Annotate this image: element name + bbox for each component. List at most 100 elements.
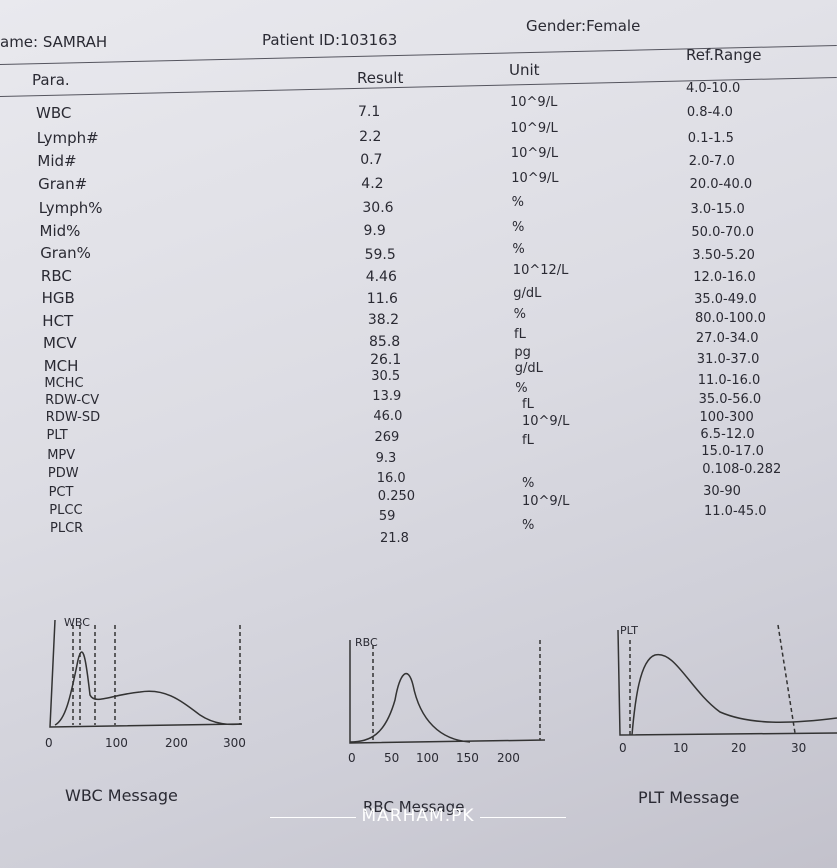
histogram-message: WBC Message [65,786,178,805]
ref-range: 4.0-10.0 [686,81,741,96]
threshold [629,624,796,735]
parameter: PDW [47,466,79,481]
patient-id: Patient ID:103163 [262,31,398,49]
ref-range: 3.50-5.20 [692,248,755,263]
wbc-histogram [49,619,243,728]
parameter: Gran# [38,175,88,193]
unit: % [515,381,528,396]
ref-range: 0.108-0.282 [702,462,782,477]
parameter: Lymph% [38,199,103,217]
ref-range: 27.0-34.0 [695,331,759,346]
axis [349,640,546,744]
parameter: Lymph# [36,129,99,147]
parameter: Mid% [39,222,81,240]
unit: g/dL [514,361,543,376]
column-header: Result [357,69,404,87]
result: 9.3 [375,451,397,466]
parameter: MCH [43,357,79,375]
parameter: PLT [46,428,68,443]
parameter: HGB [41,289,75,307]
result: 13.9 [372,389,402,404]
unit: 10^9/L [522,494,570,509]
result: 38.2 [367,312,400,328]
unit: % [512,220,525,235]
unit: 10^9/L [522,414,570,429]
column-header: Ref.Range [686,46,762,64]
result: 30.6 [362,200,394,216]
parameter: PLCC [49,503,83,518]
tick-label: 10 [673,741,689,755]
parameter: MPV [47,448,76,463]
ref-range: 6.5-12.0 [700,427,755,442]
result: 46.0 [373,409,403,424]
ref-range: 0.1-1.5 [687,131,734,146]
result: 59.5 [364,247,396,263]
result: 2.2 [359,129,382,145]
parameter: HCT [42,312,74,330]
ref-range: 31.0-37.0 [696,352,760,367]
result: 11.6 [366,291,398,307]
parameter: RDW-SD [45,410,101,425]
unit: 10^9/L [510,121,558,136]
parameter: MCHC [44,376,84,391]
unit: pg [514,345,531,360]
threshold [372,640,541,742]
ref-range: 30-90 [703,484,741,499]
result: 26.1 [370,352,402,368]
result: 30.5 [371,369,401,384]
unit: % [522,476,535,491]
unit: % [513,307,526,322]
tick-label: 200 [165,736,188,750]
ref-range: 50.0-70.0 [691,225,754,240]
column-header: Para. [32,71,70,89]
tick-label: 300 [223,736,246,750]
rbc-histogram [349,640,546,744]
tick-label: 150 [456,751,479,765]
tick-label: 100 [105,736,128,750]
parameter: MCV [43,334,77,352]
unit: g/dL [513,286,542,301]
result: 21.8 [380,531,409,546]
histogram-message: RBC Message [363,798,465,816]
ref-range: 20.0-40.0 [689,177,753,192]
ref-range: 80.0-100.0 [695,311,766,326]
threshold [72,625,241,725]
ref-range: 15.0-17.0 [701,444,764,459]
histogram-label: PLT [620,624,638,637]
result: 0.7 [360,152,383,168]
ref-range: 35.0-49.0 [694,292,757,307]
result: 7.1 [358,104,381,120]
curve [54,651,243,726]
tick-label: 0 [348,751,356,765]
tick-label: 0 [619,741,627,755]
curve [631,653,837,736]
parameter: PCT [48,485,74,500]
parameter: RDW-CV [45,393,100,408]
ref-range: 3.0-15.0 [690,202,745,217]
axis [49,619,243,728]
axis [617,629,837,736]
unit: % [512,242,525,257]
ref-range: 11.0-16.0 [697,373,761,388]
column-header: Unit [509,61,540,79]
unit: 10^9/L [510,146,559,161]
ref-range: 0.8-4.0 [686,105,733,120]
unit: fL [522,397,534,412]
result: 9.9 [363,223,386,239]
unit: 10^12/L [512,263,569,278]
watermark: MARHAM.PK [270,806,566,826]
patient-name: ame: SAMRAH [0,33,108,51]
gender: Gender:Female [526,17,641,35]
unit: % [511,195,524,210]
tick-label: 20 [731,741,747,755]
unit: fL [522,433,534,448]
histogram-label: WBC [64,616,90,629]
result: 59 [378,509,396,524]
histogram-message: PLT Message [638,788,740,807]
ref-range: 11.0-45.0 [704,504,767,519]
result: 85.8 [369,334,401,350]
parameter: Mid# [37,152,77,170]
unit: 10^9/L [510,95,558,110]
parameter: RBC [40,267,72,285]
